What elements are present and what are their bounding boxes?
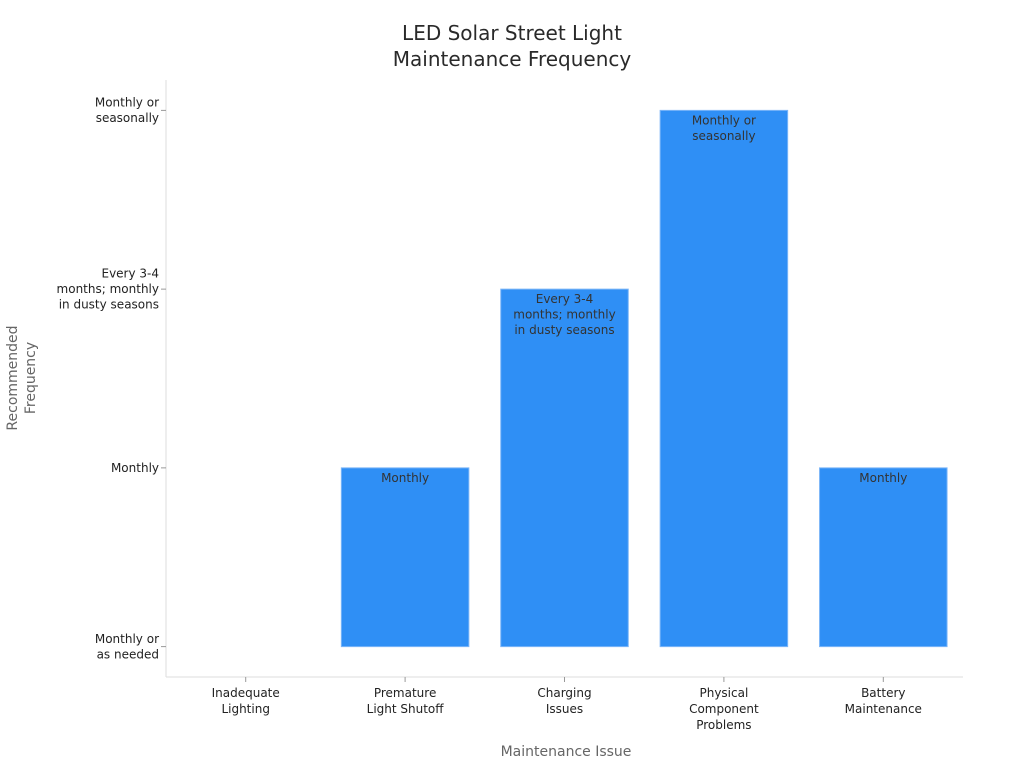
x-tick-label: Premature Light Shutoff (367, 686, 445, 716)
x-tick-label-line: Issues (546, 702, 583, 716)
chart-title-text-line: LED Solar Street Light (402, 21, 622, 45)
x-axis-title: Maintenance Issue (501, 744, 632, 760)
chart-title-text-line: Maintenance Frequency (393, 47, 632, 71)
x-axis-title-text: Maintenance Issue (501, 744, 632, 760)
data-labels: Monthly Every 3-4 months; monthly in dusty … (381, 113, 907, 484)
data-label-line: Monthly (859, 471, 907, 485)
y-tick-label: Monthly or as needed (95, 632, 159, 662)
data-label-line: months; monthly (513, 308, 615, 322)
x-axis-ticks: Inadequate Lighting Premature Light Shutoff… (212, 677, 922, 732)
y-tick-label: Every 3-4 months; monthly in dusty seasons (57, 267, 159, 312)
y-tick-label-line: Every 3-4 (101, 267, 159, 281)
y-tick-label-line: Monthly (111, 461, 159, 475)
x-tick-label-line: Lighting (221, 702, 270, 716)
data-label-line: Every 3-4 (536, 292, 594, 306)
data-label-line: seasonally (692, 129, 755, 143)
data-label: Every 3-4 months; monthly in dusty seasons (513, 292, 615, 337)
y-tick-label-line: in dusty seasons (59, 298, 159, 312)
x-tick-label: Physical Component Problems (689, 686, 759, 732)
x-tick-label-line: Premature (374, 686, 436, 700)
bar (500, 288, 629, 648)
y-tick-label-line: Monthly or (95, 96, 159, 110)
x-tick-label-line: Component (689, 702, 759, 716)
x-tick-label: Charging Issues (537, 686, 591, 716)
data-label: Monthly (381, 471, 429, 485)
bar (819, 467, 948, 648)
x-tick-label-line: Physical (699, 686, 748, 700)
data-label: Monthly (859, 471, 907, 485)
data-label-line: Monthly (381, 471, 429, 485)
y-tick-label-line: as needed (97, 647, 159, 661)
x-tick-label-line: Battery (861, 686, 905, 700)
y-tick-label-line: seasonally (96, 111, 159, 125)
x-tick-label-line: Maintenance (845, 702, 922, 716)
x-tick-label: Inadequate Lighting (212, 686, 280, 716)
y-tick-label-line: Monthly or (95, 632, 159, 646)
data-label-line: in dusty seasons (514, 323, 614, 337)
y-tick-label-line: months; monthly (57, 282, 159, 296)
x-tick-label-line: Light Shutoff (367, 702, 445, 716)
y-axis-title: Recommended Frequency (5, 325, 39, 430)
x-tick-label: Battery Maintenance (845, 686, 922, 716)
chart-title-text: LED Solar Street Light Maintenance Freque… (393, 21, 632, 71)
y-tick-label: Monthly or seasonally (95, 96, 159, 126)
x-tick-label-line: Charging (537, 686, 591, 700)
data-label: Monthly or seasonally (692, 113, 756, 143)
bars (340, 109, 948, 648)
y-axis-title-text-line: Frequency (23, 342, 39, 414)
x-tick-label-line: Inadequate (212, 686, 280, 700)
bar (340, 467, 470, 648)
y-tick-label: Monthly (111, 461, 159, 475)
data-label-line: Monthly or (692, 113, 756, 127)
bar (659, 109, 789, 648)
y-axis-title-text: Recommended Frequency (5, 325, 39, 430)
x-tick-label-line: Problems (696, 718, 751, 732)
chart-title: LED Solar Street Light Maintenance Freque… (393, 21, 632, 71)
y-axis-title-text-line: Recommended (5, 325, 21, 430)
